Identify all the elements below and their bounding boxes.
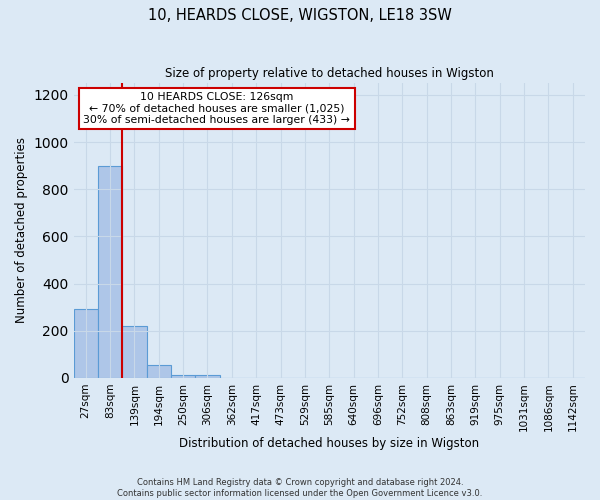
- Text: 10, HEARDS CLOSE, WIGSTON, LE18 3SW: 10, HEARDS CLOSE, WIGSTON, LE18 3SW: [148, 8, 452, 22]
- Title: Size of property relative to detached houses in Wigston: Size of property relative to detached ho…: [165, 68, 494, 80]
- Bar: [196, 376, 220, 378]
- Bar: [98, 166, 122, 378]
- X-axis label: Distribution of detached houses by size in Wigston: Distribution of detached houses by size …: [179, 437, 479, 450]
- Bar: [171, 376, 196, 378]
- Bar: [122, 326, 146, 378]
- Y-axis label: Number of detached properties: Number of detached properties: [15, 138, 28, 324]
- Bar: [74, 310, 98, 378]
- Text: Contains HM Land Registry data © Crown copyright and database right 2024.
Contai: Contains HM Land Registry data © Crown c…: [118, 478, 482, 498]
- Text: 10 HEARDS CLOSE: 126sqm
← 70% of detached houses are smaller (1,025)
30% of semi: 10 HEARDS CLOSE: 126sqm ← 70% of detache…: [83, 92, 350, 125]
- Bar: [146, 365, 171, 378]
